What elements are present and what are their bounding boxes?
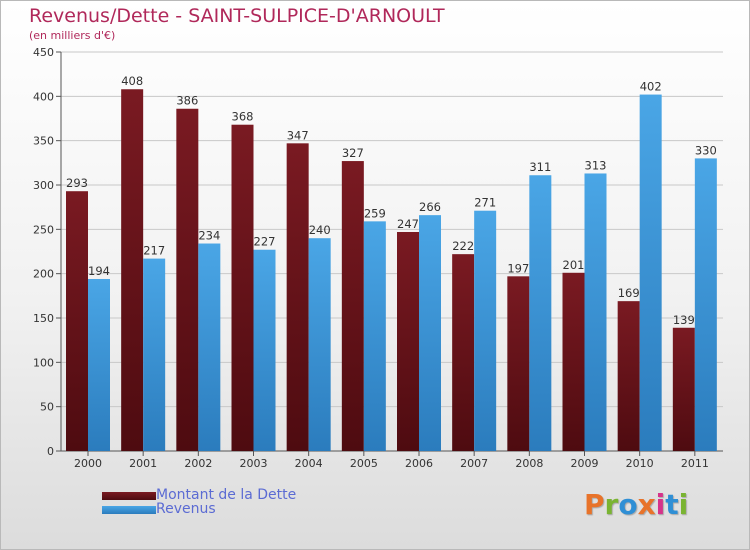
data-label-revenus: 240: [309, 223, 331, 237]
x-tick-label: 2009: [571, 457, 599, 470]
bar-revenus: [419, 215, 441, 451]
data-label-revenus: 330: [695, 143, 717, 157]
legend-label-dette: Montant de la Dette: [156, 487, 297, 503]
bar-dette: [397, 231, 419, 451]
bar-dette: [121, 89, 144, 452]
bar-dette: [66, 191, 88, 451]
bar-revenus: [88, 278, 110, 451]
x-tick-label: 2004: [295, 457, 323, 470]
bar-dette: [286, 143, 309, 451]
data-label-dette: 169: [618, 286, 640, 300]
bar-revenus: [253, 249, 276, 451]
legend-label-revenus: Revenus: [156, 501, 216, 517]
logo-letter: i: [678, 488, 689, 521]
data-label-dette: 368: [232, 110, 254, 124]
bar-dette: [672, 327, 695, 451]
data-label-revenus: 313: [585, 158, 607, 172]
bar-revenus: [143, 258, 166, 451]
x-tick-label: 2007: [460, 457, 488, 470]
data-label-dette: 247: [397, 217, 419, 231]
x-tick-label: 2006: [405, 457, 433, 470]
x-tick-label: 2011: [681, 457, 709, 470]
bar-revenus: [529, 175, 552, 451]
x-tick-label: 2010: [626, 457, 654, 470]
bar-dette: [176, 108, 199, 451]
y-tick-label: 50: [40, 401, 54, 414]
data-label-dette: 197: [507, 261, 529, 275]
proxiti-logo: Proxiti: [584, 488, 688, 521]
x-tick-label: 2002: [184, 457, 212, 470]
data-label-dette: 327: [342, 146, 364, 160]
x-tick-label: 2003: [240, 457, 268, 470]
y-tick-label: 150: [33, 312, 54, 325]
y-tick-label: 200: [33, 268, 54, 281]
x-tick-label: 2000: [74, 457, 102, 470]
x-tick-label: 2005: [350, 457, 378, 470]
logo-letter: P: [584, 488, 605, 521]
legend-swatch-revenus: [102, 506, 156, 514]
y-tick-label: 0: [47, 445, 54, 458]
data-label-revenus: 227: [254, 235, 276, 249]
y-tick-label: 350: [33, 135, 54, 148]
data-label-dette: 347: [287, 128, 309, 142]
legend-swatch-dette: [102, 492, 156, 500]
logo-letter: r: [604, 488, 619, 521]
bar-revenus: [639, 94, 662, 451]
data-label-revenus: 402: [640, 80, 662, 94]
bar-revenus: [363, 221, 386, 451]
x-tick-label: 2008: [515, 457, 543, 470]
data-label-dette: 386: [176, 94, 198, 108]
data-label-dette: 201: [563, 258, 585, 272]
data-label-revenus: 271: [474, 196, 496, 210]
logo-letter: x: [637, 488, 656, 521]
x-tick-label: 2001: [129, 457, 157, 470]
y-tick-label: 250: [33, 223, 54, 236]
bar-revenus: [474, 210, 497, 451]
bar-dette: [341, 161, 364, 451]
y-tick-label: 400: [33, 90, 54, 103]
bar-revenus: [308, 238, 331, 451]
chart-subtitle: (en milliers d'€): [29, 29, 116, 42]
logo-letter: t: [665, 488, 679, 521]
logo-letter: o: [618, 488, 638, 521]
bar-dette: [507, 276, 530, 451]
data-label-dette: 222: [452, 239, 474, 253]
data-label-revenus: 266: [419, 200, 441, 214]
bar-revenus: [584, 173, 607, 451]
bar-dette: [562, 272, 585, 451]
data-label-dette: 293: [66, 176, 88, 190]
data-label-revenus: 234: [198, 229, 220, 243]
chart-title: Revenus/Dette - SAINT-SULPICE-D'ARNOULT: [29, 5, 445, 27]
y-tick-label: 300: [33, 179, 54, 192]
data-label-revenus: 217: [143, 244, 165, 258]
bar-dette: [231, 124, 254, 451]
logo-letter: i: [655, 488, 666, 521]
data-label-dette: 139: [673, 313, 695, 327]
bar-revenus: [198, 243, 221, 451]
data-label-dette: 408: [121, 74, 143, 88]
data-label-revenus: 311: [529, 160, 551, 174]
bar-revenus: [694, 158, 717, 451]
y-tick-label: 450: [33, 46, 54, 59]
data-label-revenus: 194: [88, 264, 110, 278]
y-tick-label: 100: [33, 356, 54, 369]
bar-dette: [617, 301, 640, 451]
bar-dette: [452, 254, 475, 451]
data-label-revenus: 259: [364, 206, 386, 220]
